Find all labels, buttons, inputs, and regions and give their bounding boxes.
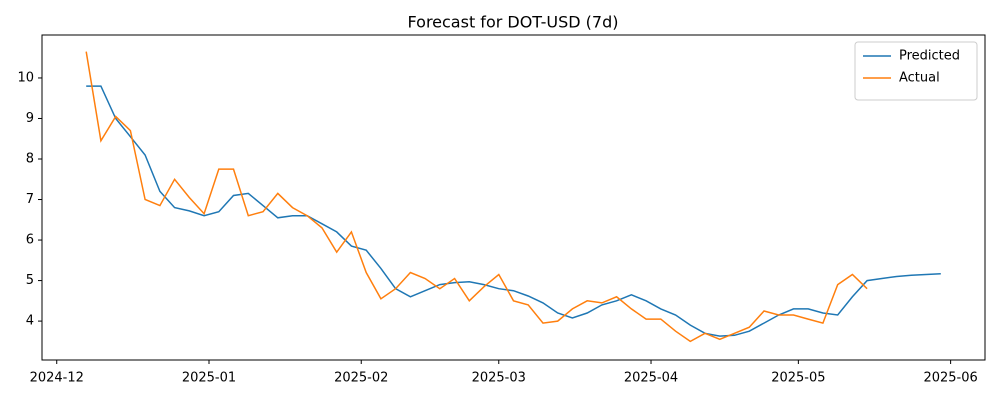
chart-title: Forecast for DOT-USD (7d)	[408, 13, 619, 32]
x-tick-label: 2025-02	[334, 371, 388, 386]
y-tick-label: 5	[26, 273, 34, 288]
y-tick-label: 4	[26, 314, 34, 329]
x-tick-label: 2025-06	[923, 371, 977, 386]
legend-label: Predicted	[899, 49, 960, 64]
series-line	[86, 85, 941, 337]
y-tick-label: 8	[26, 152, 34, 167]
y-tick-label: 10	[17, 70, 34, 85]
x-tick-label: 2025-01	[182, 371, 236, 386]
y-tick-label: 7	[26, 192, 34, 207]
x-tick-label: 2025-03	[472, 371, 526, 386]
y-tick-label: 9	[26, 111, 34, 126]
x-tick-label: 2024-12	[30, 371, 84, 386]
y-tick-label: 6	[26, 233, 34, 248]
series-line	[85, 51, 868, 343]
plot-frame	[41, 34, 986, 361]
legend-label: Actual	[899, 71, 940, 86]
x-tick-label: 2025-05	[771, 371, 825, 386]
x-tick-label: 2025-04	[624, 371, 678, 386]
